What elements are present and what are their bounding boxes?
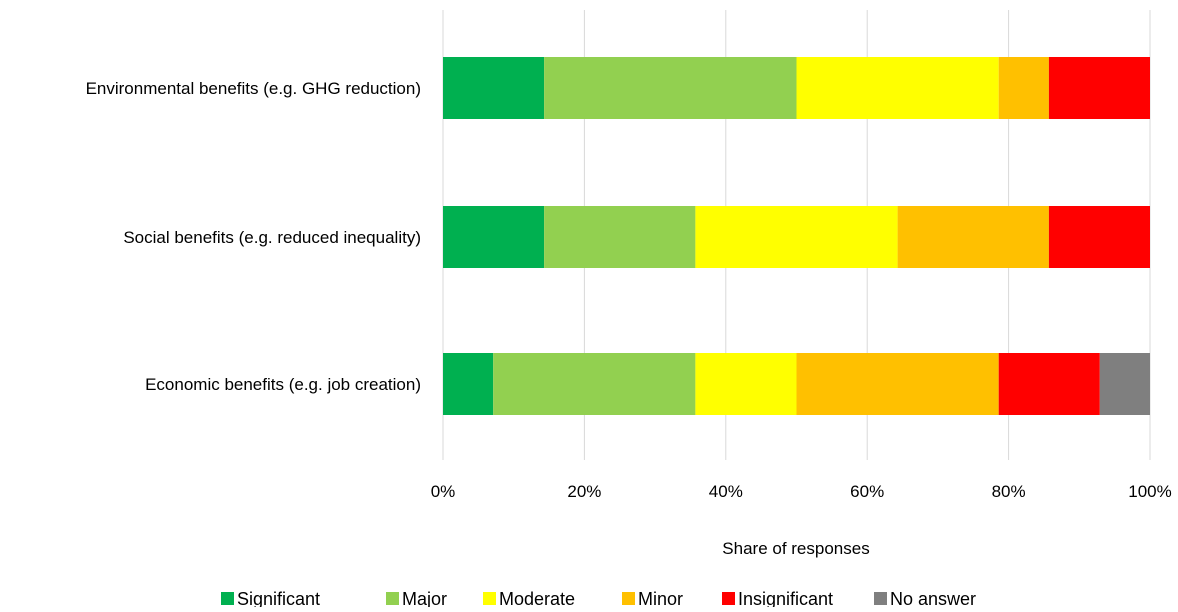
bar-segment — [443, 206, 545, 268]
legend-swatch — [386, 592, 399, 605]
legend-label: Significant — [237, 589, 320, 607]
legend-label: No answer — [890, 589, 976, 607]
x-tick-label: 40% — [709, 482, 743, 501]
bar-segment — [695, 353, 797, 415]
bar-segment — [1048, 206, 1150, 268]
category-label: Environmental benefits (e.g. GHG reducti… — [86, 79, 421, 98]
bar-segment — [544, 57, 797, 119]
legend-label: Moderate — [499, 589, 575, 607]
legend-item: Moderate — [483, 589, 575, 609]
bar-segment — [897, 206, 1049, 268]
x-tick-label: 20% — [567, 482, 601, 501]
bar-segment — [796, 353, 999, 415]
legend: Significant Major Moderate Minor Insignifica… — [221, 589, 976, 609]
x-tick-label: 80% — [992, 482, 1026, 501]
legend-swatch — [722, 592, 735, 605]
legend-swatch — [221, 592, 234, 605]
x-axis-title: Share of responses — [722, 539, 869, 558]
x-tick-label: 0% — [431, 482, 456, 501]
legend-item: Significant — [221, 589, 320, 609]
legend-swatch — [874, 592, 887, 605]
legend-item: Insignificant — [722, 589, 833, 609]
bar-segment — [796, 57, 999, 119]
legend-label: Insignificant — [738, 589, 833, 607]
category-label: Economic benefits (e.g. job creation) — [145, 375, 421, 394]
bar-segment — [998, 57, 1049, 119]
category-label: Social benefits (e.g. reduced inequality… — [123, 228, 421, 247]
bar-segment — [695, 206, 898, 268]
bar-segment — [443, 353, 494, 415]
legend-item: Minor — [622, 589, 683, 609]
legend-item: Major — [386, 589, 447, 609]
legend-swatch — [622, 592, 635, 605]
bar-segment — [1099, 353, 1150, 415]
bar-segment — [544, 206, 696, 268]
bar-segment — [998, 353, 1100, 415]
x-tick-label: 60% — [850, 482, 884, 501]
bar-segment — [493, 353, 696, 415]
bars — [443, 57, 1150, 415]
legend-label: Major — [402, 589, 447, 607]
legend-item: No answer — [874, 589, 976, 609]
category-labels: Environmental benefits (e.g. GHG reducti… — [86, 79, 421, 394]
x-tick-labels: 0% 20% 40% 60% 80% 100% — [431, 482, 1172, 501]
legend-label: Minor — [638, 589, 683, 607]
legend-swatch — [483, 592, 496, 605]
bar-segment — [443, 57, 545, 119]
bar-segment — [1048, 57, 1150, 119]
x-tick-label: 100% — [1128, 482, 1171, 501]
